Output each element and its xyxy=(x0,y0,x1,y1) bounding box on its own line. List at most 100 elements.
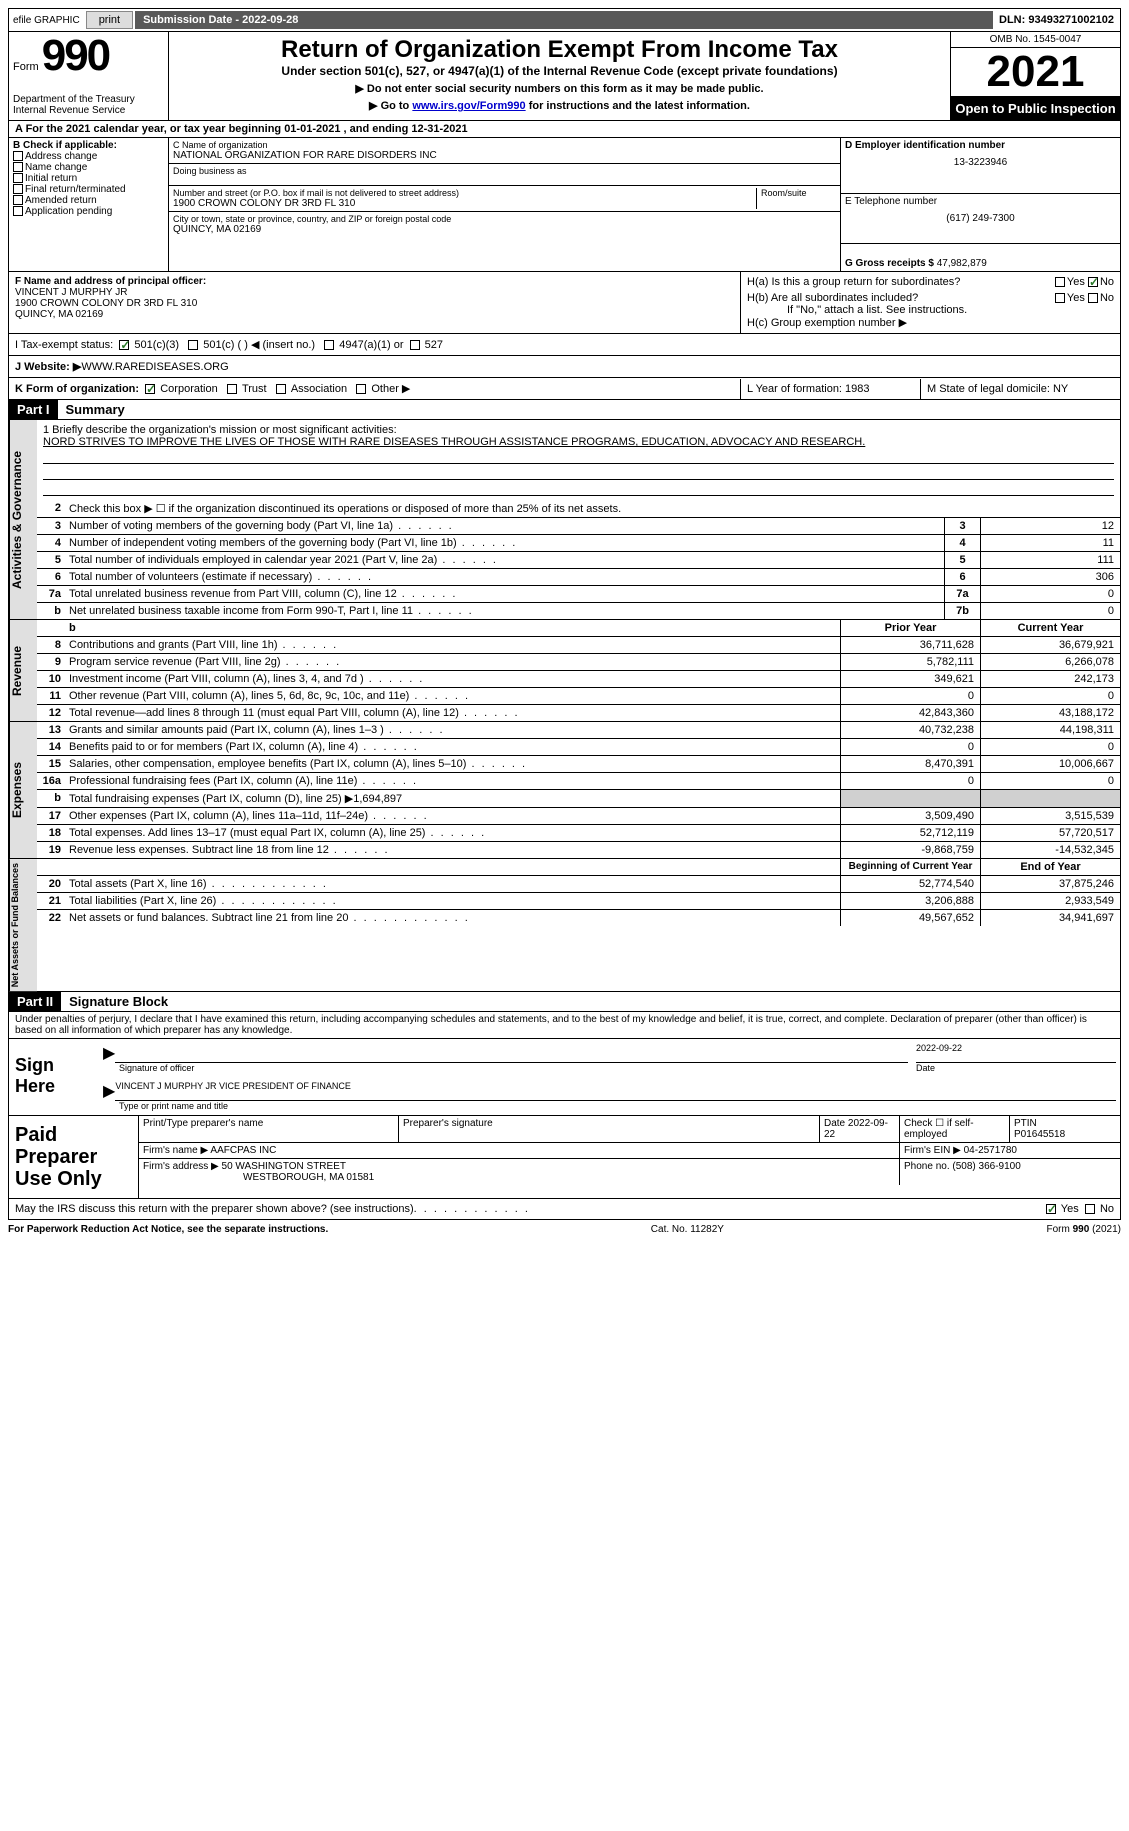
website-row: J Website: ▶ WWW.RAREDISEASES.ORG xyxy=(8,356,1121,378)
ha-yn: Yes No xyxy=(1055,276,1114,288)
chk-4947[interactable] xyxy=(324,340,334,350)
tel-box: E Telephone number (617) 249-7300 xyxy=(841,194,1120,244)
penalty-text: Under penalties of perjury, I declare th… xyxy=(9,1012,1120,1038)
part1-header: Part I Summary xyxy=(8,400,1121,420)
vert-governance: Activities & Governance xyxy=(9,420,37,619)
col-c-org: C Name of organization NATIONAL ORGANIZA… xyxy=(169,138,840,271)
chk-501c3[interactable] xyxy=(119,340,129,350)
preparer-label: Paid Preparer Use Only xyxy=(9,1116,139,1198)
typed-name: VINCENT J MURPHY JR VICE PRESIDENT OF FI… xyxy=(115,1081,1116,1101)
chk-trust[interactable] xyxy=(227,384,237,394)
group-return: H(a) Is this a group return for subordin… xyxy=(740,272,1120,333)
chk-other[interactable] xyxy=(356,384,366,394)
form-sub2: ▶ Do not enter social security numbers o… xyxy=(173,82,946,95)
rev-line-12: 12Total revenue—add lines 8 through 11 (… xyxy=(37,705,1120,721)
chk-corp[interactable] xyxy=(145,384,155,394)
header-right: OMB No. 1545-0047 2021 Open to Public In… xyxy=(950,32,1120,120)
tel-value: (617) 249-7300 xyxy=(845,213,1116,224)
irs-link[interactable]: www.irs.gov/Form990 xyxy=(412,100,525,112)
exp-line-13: 13Grants and similar amounts paid (Part … xyxy=(37,722,1120,739)
pycy-header: b Prior Year Current Year xyxy=(37,620,1120,637)
chk-name[interactable]: Name change xyxy=(13,162,164,173)
gov-line-3: 3 Number of voting members of the govern… xyxy=(37,518,1120,535)
city-box: City or town, state or province, country… xyxy=(169,212,840,237)
dln-label: DLN: 93493271002102 xyxy=(993,11,1120,29)
chk-pending[interactable]: Application pending xyxy=(13,206,164,217)
chk-527[interactable] xyxy=(410,340,420,350)
row-a-period: A For the 2021 calendar year, or tax yea… xyxy=(8,121,1121,138)
net-line-20: 20Total assets (Part X, line 16) 52,774,… xyxy=(37,876,1120,893)
gov-line-6: 6 Total number of volunteers (estimate i… xyxy=(37,569,1120,586)
chk-assoc[interactable] xyxy=(276,384,286,394)
expenses-section: Expenses 13Grants and similar amounts pa… xyxy=(8,722,1121,859)
footer-right: Form 990 (2021) xyxy=(1047,1224,1121,1235)
ein-box: D Employer identification number 13-3223… xyxy=(841,138,1120,194)
hb-yn: Yes No xyxy=(1055,292,1114,304)
chk-initial[interactable]: Initial return xyxy=(13,173,164,184)
firm-phone: (508) 366-9100 xyxy=(952,1161,1020,1172)
discuss-yn: Yes No xyxy=(1046,1203,1114,1215)
street-box: Number and street (or P.O. box if mail i… xyxy=(169,186,840,212)
website-value: WWW.RAREDISEASES.ORG xyxy=(81,361,228,373)
chk-address[interactable]: Address change xyxy=(13,151,164,162)
chk-501c[interactable] xyxy=(188,340,198,350)
tax-year: 2021 xyxy=(951,48,1120,97)
gov-line-4: 4 Number of independent voting members o… xyxy=(37,535,1120,552)
dba-box: Doing business as xyxy=(169,164,840,186)
header-mid: Return of Organization Exempt From Incom… xyxy=(169,32,950,120)
exp-line-15: 15Salaries, other compensation, employee… xyxy=(37,756,1120,773)
col-d-right: D Employer identification number 13-3223… xyxy=(840,138,1120,271)
chk-amended[interactable]: Amended return xyxy=(13,195,164,206)
efile-label: efile GRAPHIC xyxy=(9,13,84,28)
top-toolbar: efile GRAPHIC print Submission Date - 20… xyxy=(8,8,1121,32)
sign-here-label: Sign Here xyxy=(9,1039,99,1115)
byey-header: Beginning of Current Year End of Year xyxy=(37,859,1120,876)
vert-expenses: Expenses xyxy=(9,722,37,858)
org-name-box: C Name of organization NATIONAL ORGANIZA… xyxy=(169,138,840,164)
firm-ein: 04-2571780 xyxy=(964,1145,1017,1156)
row-fg: F Name and address of principal officer:… xyxy=(8,272,1121,334)
exp-line-17: 17Other expenses (Part IX, column (A), l… xyxy=(37,808,1120,825)
exp-line-18: 18Total expenses. Add lines 13–17 (must … xyxy=(37,825,1120,842)
form-word: Form xyxy=(13,61,39,73)
net-line-22: 22Net assets or fund balances. Subtract … xyxy=(37,910,1120,926)
korg-row: K Form of organization: Corporation Trus… xyxy=(8,378,1121,400)
chk-discuss-no[interactable] xyxy=(1085,1204,1095,1214)
gov-line-b: b Net unrelated business taxable income … xyxy=(37,603,1120,619)
sign-date: 2022-09-22 xyxy=(916,1043,1116,1063)
mission-text: NORD STRIVES TO IMPROVE THE LIVES OF THO… xyxy=(43,436,1114,448)
signature-block: Under penalties of perjury, I declare th… xyxy=(8,1012,1121,1199)
exp-line-19: 19Revenue less expenses. Subtract line 1… xyxy=(37,842,1120,858)
vert-netassets: Net Assets or Fund Balances xyxy=(9,859,37,991)
revenue-section: Revenue b Prior Year Current Year 8Contr… xyxy=(8,620,1121,722)
vert-revenue: Revenue xyxy=(9,620,37,721)
form-subtitle: Under section 501(c), 527, or 4947(a)(1)… xyxy=(173,64,946,78)
mission-block: 1 Briefly describe the organization's mi… xyxy=(37,420,1120,500)
sign-here-row: Sign Here ▶ 2022-09-22 Signature of offi… xyxy=(9,1038,1120,1115)
main-info-box: B Check if applicable: Address change Na… xyxy=(8,138,1121,272)
firm-name: AAFCPAS INC xyxy=(210,1145,276,1156)
rev-line-9: 9Program service revenue (Part VIII, lin… xyxy=(37,654,1120,671)
org-name: NATIONAL ORGANIZATION FOR RARE DISORDERS… xyxy=(173,150,836,161)
state-domicile: M State of legal domicile: NY xyxy=(920,379,1120,399)
netassets-section: Net Assets or Fund Balances Beginning of… xyxy=(8,859,1121,992)
street-value: 1900 CROWN COLONY DR 3RD FL 310 xyxy=(173,198,756,209)
arrow-icon: ▶ xyxy=(103,1043,115,1063)
chk-discuss-yes[interactable] xyxy=(1046,1204,1056,1214)
gross-box: G Gross receipts $ 47,982,879 xyxy=(841,244,1120,271)
gov-line-5: 5 Total number of individuals employed i… xyxy=(37,552,1120,569)
open-to-public: Open to Public Inspection xyxy=(951,97,1120,120)
ptin: P01645518 xyxy=(1014,1129,1065,1140)
arrow-icon: ▶ xyxy=(103,1081,115,1101)
footer-left: For Paperwork Reduction Act Notice, see … xyxy=(8,1224,328,1235)
rev-line-11: 11Other revenue (Part VIII, column (A), … xyxy=(37,688,1120,705)
activities-governance: Activities & Governance 1 Briefly descri… xyxy=(8,420,1121,620)
exp-line-14: 14Benefits paid to or for members (Part … xyxy=(37,739,1120,756)
exp-line-16a: 16aProfessional fundraising fees (Part I… xyxy=(37,773,1120,790)
year-formation: L Year of formation: 1983 xyxy=(740,379,920,399)
gov-line-2: 2 Check this box ▶ ☐ if the organization… xyxy=(37,500,1120,518)
rev-line-8: 8Contributions and grants (Part VIII, li… xyxy=(37,637,1120,654)
print-button[interactable]: print xyxy=(86,11,133,29)
header-left: Form 990 Department of the Treasury Inte… xyxy=(9,32,169,120)
chk-final[interactable]: Final return/terminated xyxy=(13,184,164,195)
